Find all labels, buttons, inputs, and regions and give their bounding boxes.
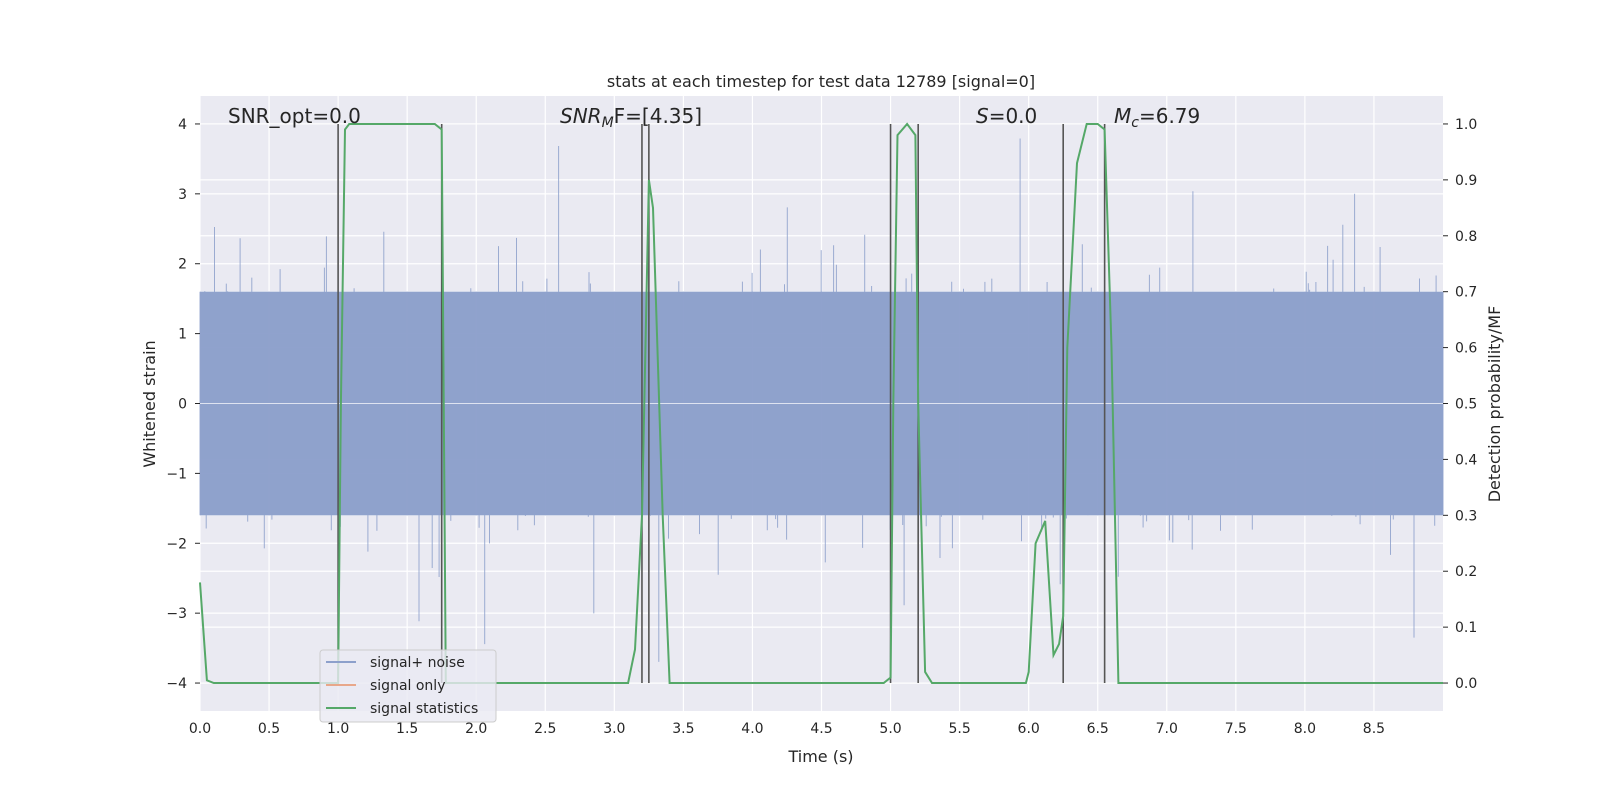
x-tick-16: 8.0 bbox=[1294, 721, 1316, 737]
x-tick-9: 4.5 bbox=[810, 721, 832, 737]
annotation-s-tail: =0.0 bbox=[989, 104, 1038, 128]
x-tick-11: 5.5 bbox=[948, 721, 970, 737]
x-tick-2: 1.0 bbox=[327, 721, 349, 737]
x-tick-13: 6.5 bbox=[1087, 721, 1109, 737]
y-tick-5: −1 bbox=[166, 466, 187, 482]
x-tick-8: 4.0 bbox=[741, 721, 763, 737]
y-tick-3: 1 bbox=[178, 327, 187, 343]
x-tick-labels: 0.0 0.5 1.0 1.5 2.0 2.5 3.0 3.5 4.0 4.5 5.0 5.5 6.0 6… bbox=[189, 721, 1385, 737]
y-tick-6: −2 bbox=[166, 536, 187, 552]
y2-tick-9: 0.1 bbox=[1455, 620, 1477, 636]
annotation-snr-mf-main: SNR bbox=[560, 104, 602, 128]
annotation-snr-mf-sub: M bbox=[602, 115, 614, 131]
y2-tick-6: 0.4 bbox=[1455, 452, 1477, 468]
x-tick-6: 3.0 bbox=[603, 721, 625, 737]
y-tick-0: 4 bbox=[178, 117, 187, 133]
legend-box bbox=[319, 649, 497, 723]
y2-tick-0: 1.0 bbox=[1455, 117, 1477, 133]
x-tick-7: 3.5 bbox=[672, 721, 694, 737]
x-tick-4: 2.0 bbox=[465, 721, 487, 737]
x-tick-15: 7.5 bbox=[1225, 721, 1247, 737]
annotation-mc-sub: c bbox=[1131, 115, 1139, 131]
annotation-s-var: S bbox=[976, 104, 989, 128]
y-tick-4: 0 bbox=[178, 397, 187, 413]
y-tick-8: −4 bbox=[166, 676, 187, 692]
x-tick-3: 1.5 bbox=[396, 721, 418, 737]
annotation-snr-mf: SNRMF=[4.35] bbox=[560, 104, 702, 131]
y2-tick-7: 0.3 bbox=[1455, 508, 1477, 524]
y2-tick-1: 0.9 bbox=[1455, 173, 1477, 189]
y-axis-label: Whitened strain bbox=[140, 340, 159, 467]
x-tick-12: 6.0 bbox=[1018, 721, 1040, 737]
legend-label-signal-statistics: signal statistics bbox=[370, 701, 478, 717]
y2-tick-labels: 1.0 0.9 0.8 0.7 0.6 0.5 0.4 0.3 0.2 0.1 0.0 bbox=[1443, 117, 1477, 692]
y-tick-labels: 4 3 2 1 0 −1 −2 −3 −4 bbox=[166, 117, 200, 692]
y2-tick-10: 0.0 bbox=[1455, 676, 1477, 692]
y-tick-2: 2 bbox=[178, 257, 187, 273]
y2-axis-label: Detection probability/MF bbox=[1485, 306, 1504, 503]
x-tick-1: 0.5 bbox=[258, 721, 280, 737]
y2-tick-3: 0.7 bbox=[1455, 285, 1477, 301]
y2-tick-2: 0.8 bbox=[1455, 229, 1477, 245]
signal-statistics-series bbox=[199, 122, 1443, 684]
x-tick-10: 5.0 bbox=[879, 721, 901, 737]
y2-tick-5: 0.5 bbox=[1455, 397, 1477, 413]
legend-label-signal-noise: signal+ noise bbox=[370, 655, 465, 671]
chart-title: stats at each timestep for test data 127… bbox=[607, 72, 1035, 91]
y-tick-7: −3 bbox=[166, 606, 187, 622]
y2-tick-8: 0.2 bbox=[1455, 564, 1477, 580]
x-axis-label: Time (s) bbox=[787, 747, 853, 766]
signal-statistics-line bbox=[199, 122, 1443, 684]
x-tick-14: 7.0 bbox=[1156, 721, 1178, 737]
x-tick-5: 2.5 bbox=[534, 721, 556, 737]
signal-noise-series bbox=[199, 138, 1444, 662]
annotation-mc: Mc=6.79 bbox=[1114, 104, 1200, 131]
annotation-mc-tail: =6.79 bbox=[1139, 104, 1200, 128]
annotation-s: S=0.0 bbox=[976, 104, 1037, 128]
y-tick-1: 3 bbox=[178, 187, 187, 203]
legend: signal+ noise signal only signal statist… bbox=[319, 649, 497, 723]
x-tick-17: 8.5 bbox=[1363, 721, 1385, 737]
legend-label-signal-only: signal only bbox=[370, 678, 445, 694]
annotation-snr-opt: SNR_opt=0.0 bbox=[228, 104, 361, 128]
annotation-snr-mf-tail: F=[4.35] bbox=[614, 104, 702, 128]
x-tick-0: 0.0 bbox=[189, 721, 211, 737]
annotation-mc-var: M bbox=[1114, 104, 1131, 128]
y2-tick-4: 0.6 bbox=[1455, 341, 1477, 357]
